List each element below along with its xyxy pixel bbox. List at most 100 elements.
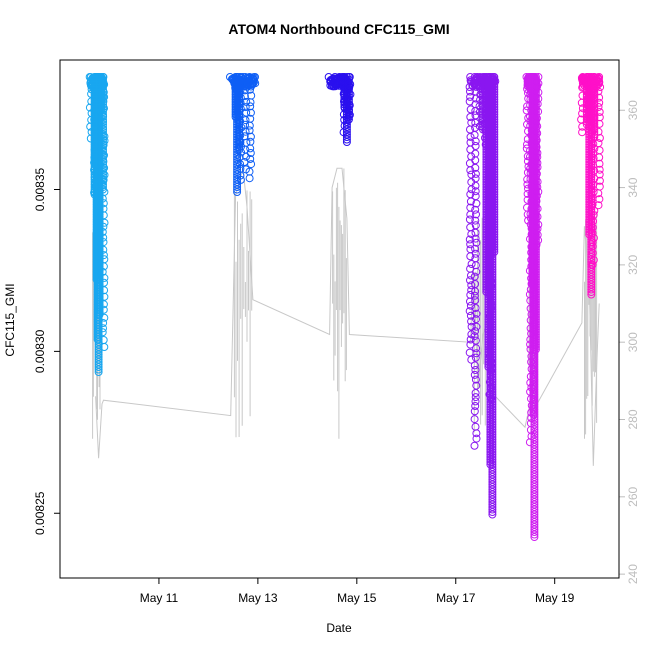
- data-point: [471, 205, 480, 214]
- data-point: [467, 260, 476, 268]
- data-point: [486, 460, 495, 469]
- data-point: [246, 98, 255, 107]
- data-point: [466, 92, 475, 101]
- data-point: [471, 187, 480, 196]
- data-point: [590, 133, 599, 141]
- data-point: [467, 317, 476, 326]
- data-point: [344, 113, 353, 121]
- data-point: [467, 286, 476, 295]
- y-tick-label-right: 240: [626, 564, 640, 584]
- y-tick-label-right: 360: [626, 100, 640, 120]
- data-point: [239, 73, 247, 81]
- data-point: [344, 110, 353, 119]
- data-point: [470, 332, 479, 341]
- series-flight-4: [465, 73, 500, 519]
- data-point: [595, 165, 604, 174]
- data-point: [587, 285, 596, 294]
- data-point: [484, 358, 493, 366]
- data-point: [94, 365, 103, 374]
- x-tick-label: May 19: [535, 591, 575, 605]
- data-point: [233, 188, 242, 196]
- data-point: [245, 126, 254, 135]
- data-point: [246, 85, 254, 94]
- data-point: [472, 210, 480, 219]
- data-point: [490, 248, 499, 256]
- x-tick-label: May 13: [238, 591, 278, 605]
- data-point: [471, 353, 480, 362]
- y-tick-label-left: 0.00830: [33, 329, 47, 373]
- data-point: [471, 216, 480, 225]
- data-point: [472, 344, 481, 353]
- data-point: [470, 441, 479, 450]
- data-point: [471, 296, 480, 305]
- data-point: [471, 336, 480, 345]
- y-tick-label-right: 300: [626, 332, 640, 352]
- data-point: [99, 185, 107, 194]
- data-point: [466, 132, 475, 141]
- x-tick-label: May 17: [436, 591, 476, 605]
- data-point: [466, 340, 475, 349]
- data-point: [471, 244, 480, 253]
- data-point: [595, 170, 604, 179]
- data-point: [344, 115, 353, 124]
- data-point: [486, 455, 495, 464]
- data-point: [471, 106, 480, 115]
- data-point: [466, 87, 474, 96]
- data-point: [525, 438, 534, 447]
- x-tick-label: May 11: [140, 591, 179, 605]
- data-point: [340, 98, 349, 106]
- plot-frame: [59, 59, 620, 579]
- data-point: [94, 368, 103, 376]
- data-point: [245, 121, 254, 130]
- data-point: [471, 389, 480, 397]
- data-point: [531, 340, 540, 349]
- data-point: [595, 73, 604, 81]
- data-point: [99, 180, 107, 189]
- data-points-layer: [85, 73, 605, 541]
- data-point: [472, 349, 481, 358]
- data-point: [530, 530, 539, 539]
- data-point: [470, 361, 479, 370]
- data-point: [472, 238, 481, 247]
- series-flight-5: [522, 73, 543, 541]
- data-point: [246, 132, 255, 141]
- data-point: [471, 397, 480, 406]
- data-point: [246, 155, 255, 163]
- data-point: [247, 74, 256, 83]
- data-point: [342, 133, 351, 141]
- data-point: [472, 309, 481, 318]
- data-point: [587, 290, 596, 299]
- data-point: [466, 301, 475, 310]
- data-point: [470, 291, 479, 300]
- data-point: [233, 183, 242, 191]
- data-point: [465, 215, 474, 224]
- data-point: [466, 166, 475, 175]
- data-point: [233, 185, 242, 194]
- data-point: [246, 79, 255, 88]
- data-point: [595, 159, 604, 168]
- y-tick-label-right: 340: [626, 177, 640, 197]
- data-point: [585, 228, 594, 236]
- data-point: [471, 393, 480, 402]
- data-point: [486, 458, 495, 466]
- data-point: [342, 135, 351, 144]
- data-point: [471, 228, 480, 237]
- data-point: [585, 225, 594, 234]
- y-tick-label-right: 280: [626, 409, 640, 429]
- axes-layer: May 11 May 13 May 15 May 17 May 19 0.00825 0.0…: [33, 100, 640, 605]
- data-point: [471, 142, 480, 150]
- data-point: [246, 149, 255, 157]
- data-point: [530, 533, 539, 541]
- series-flight-1: [85, 73, 109, 376]
- data-point: [471, 249, 480, 258]
- data-point: [246, 108, 255, 117]
- data-point: [595, 195, 604, 204]
- data-point: [470, 407, 479, 416]
- data-point: [466, 105, 475, 114]
- data-point: [471, 402, 480, 410]
- data-point: [95, 305, 104, 314]
- data-point: [465, 235, 474, 244]
- y-tick-label-left: 0.00835: [33, 167, 47, 211]
